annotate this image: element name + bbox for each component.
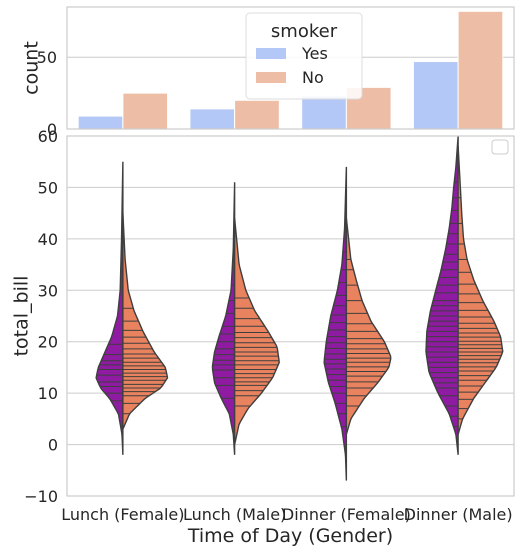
- violin-y-axis-label: total_bill: [11, 276, 33, 357]
- bar-y-tick-label: 50: [37, 48, 57, 67]
- total-bill-violin-chart: −10 0 10 20 30 40 50 60 Lunch (Female)Lunch (Mal…: [11, 127, 515, 547]
- legend-title: smoker: [271, 21, 338, 42]
- violin-y-tick-label: 30: [38, 281, 58, 300]
- violin-y-tick-label: 40: [38, 230, 58, 249]
- legend-label-yes: Yes: [301, 44, 328, 63]
- violin-x-tick-label: Dinner (Male): [404, 505, 513, 524]
- violin-x-tick-label: Lunch (Male): [183, 505, 286, 524]
- bar-no-0: [122, 92, 169, 130]
- bar-no-3: [457, 10, 504, 130]
- bar-yes-0: [77, 115, 124, 130]
- violin-x-axis-label: Time of Day (Gender): [187, 525, 393, 547]
- violin-right-half-3: [457, 146, 504, 435]
- bar-legend: smoker Yes No: [245, 12, 363, 100]
- violin-y-tick-label: 60: [38, 127, 58, 146]
- violin-left-half-2: [323, 166, 348, 481]
- violin-right-half-0: [122, 213, 169, 430]
- violin-x-tick-label: Lunch (Female): [61, 505, 184, 524]
- legend-swatch-yes: [256, 48, 286, 59]
- bar-y-tick-label: 0: [47, 120, 57, 139]
- bar-y-axis-label: count: [21, 41, 43, 95]
- violin-y-tick-label: 10: [38, 384, 58, 403]
- violin-0: [95, 161, 169, 455]
- violin-y-tick-label: −10: [24, 487, 58, 506]
- bar-yes-3: [412, 61, 459, 130]
- violin-y-tick-label: 50: [38, 178, 58, 197]
- violin-x-tick-label: Dinner (Female): [282, 505, 411, 524]
- violin-legend-empty: [491, 139, 509, 155]
- bar-yes-1: [189, 108, 236, 130]
- bar-axes-frame: [66, 6, 515, 130]
- bar-yes-2: [301, 95, 347, 130]
- violin-left-half-3: [425, 135, 459, 455]
- violin-3: [425, 135, 504, 455]
- violin-right-half-2: [345, 218, 392, 435]
- violin-y-tick-label: 20: [38, 333, 58, 352]
- violin-1: [211, 182, 280, 455]
- violin-left-half-1: [211, 182, 236, 455]
- violin-y-tick-label: 0: [48, 436, 58, 455]
- legend-swatch-no: [256, 72, 286, 83]
- violin-axes-frame: [66, 135, 515, 497]
- violin-2: [323, 166, 392, 481]
- bar-no-1: [234, 99, 280, 130]
- legend-label-no: No: [302, 68, 324, 87]
